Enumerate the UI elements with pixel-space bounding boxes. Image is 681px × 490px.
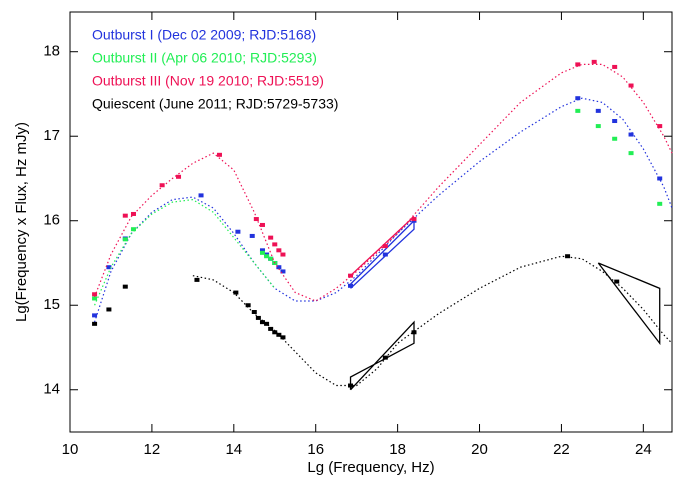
data-point: [382, 355, 388, 360]
data-point: [280, 335, 286, 340]
legend-entry: Outburst III (Nov 19 2010; RJD:5519): [92, 73, 324, 89]
fit-shape: [349, 320, 415, 391]
y-tick-label: 16: [43, 212, 60, 229]
data-point: [348, 283, 354, 288]
data-point: [92, 313, 98, 318]
x-tick-label: 16: [307, 441, 324, 458]
data-point: [259, 250, 265, 255]
data-point: [591, 59, 597, 64]
model-curve: [94, 97, 673, 323]
data-point: [348, 273, 354, 278]
data-point: [122, 284, 128, 289]
fit-shape: [350, 219, 415, 289]
data-point: [259, 320, 265, 325]
data-point: [276, 248, 282, 253]
data-point: [268, 256, 274, 261]
data-point: [268, 326, 274, 331]
fit-shape: [597, 262, 661, 346]
x-tick-label: 24: [635, 441, 652, 458]
data-point: [159, 183, 165, 188]
data-point: [130, 227, 136, 232]
data-point: [198, 193, 204, 198]
fit-shape: [350, 216, 415, 277]
y-tick-label: 15: [43, 296, 60, 313]
data-point: [122, 213, 128, 218]
data-point: [233, 290, 239, 295]
x-tick-label: 14: [225, 441, 242, 458]
legend-entry: Outburst II (Apr 06 2010; RJD:5293): [92, 50, 317, 66]
data-point: [628, 151, 634, 156]
data-point: [122, 237, 128, 242]
model-curve: [94, 63, 673, 302]
legend: Outburst I (Dec 02 2009; RJD:5168) Outbur…: [92, 27, 338, 112]
data-point: [612, 119, 618, 124]
data-point: [106, 307, 112, 312]
data-point: [216, 152, 222, 157]
data-point: [657, 124, 663, 129]
data-point: [272, 330, 278, 335]
x-tick-label: 10: [62, 441, 79, 458]
data-point: [92, 321, 98, 326]
data-point: [657, 176, 663, 181]
data-point: [411, 217, 417, 222]
data-point: [264, 321, 270, 326]
data-point: [176, 174, 182, 179]
data-point: [276, 265, 282, 270]
x-axis-label: Lg (Frequency, Hz): [307, 459, 434, 476]
data-point: [612, 136, 618, 141]
data-point: [657, 201, 663, 206]
data-point: [92, 296, 98, 301]
y-tick-label: 17: [43, 127, 60, 144]
data-point: [411, 330, 417, 335]
data-point: [565, 254, 571, 259]
x-tick-label: 20: [471, 441, 488, 458]
data-point: [628, 83, 634, 88]
model-curve: [94, 198, 276, 306]
x-tick-label: 18: [389, 441, 406, 458]
data-point: [595, 108, 601, 113]
data-point: [253, 217, 259, 222]
data-point: [251, 310, 257, 314]
data-point: [348, 383, 354, 388]
data-point: [92, 292, 98, 297]
y-axis-label: Lg(Frequency x Flux, Hz mJy): [13, 122, 30, 322]
plot-frame: [69, 11, 673, 433]
data-point: [280, 269, 286, 274]
data-point: [382, 244, 388, 249]
data-point: [575, 62, 581, 67]
data-point: [249, 233, 255, 238]
data-point: [245, 303, 251, 308]
data-point: [106, 265, 112, 270]
data-point: [612, 64, 618, 69]
data-point: [194, 277, 200, 282]
data-point: [575, 108, 581, 113]
data-point: [268, 235, 274, 240]
data-point: [595, 124, 601, 129]
y-tick-label: 18: [43, 43, 60, 60]
legend-entry: Quiescent (June 2011; RJD:5729-5733): [92, 96, 338, 112]
x-tick-label: 12: [144, 441, 161, 458]
data-point: [272, 242, 278, 247]
data-point: [235, 229, 241, 234]
x-tick-label: 22: [553, 441, 570, 458]
data-point: [575, 96, 581, 101]
data-point: [276, 332, 282, 337]
data-point: [130, 211, 136, 216]
legend-entry: Outburst I (Dec 02 2009; RJD:5168): [92, 27, 316, 43]
data-point: [255, 315, 261, 320]
data-point: [382, 252, 388, 257]
data-point: [259, 248, 265, 253]
data-point: [614, 279, 620, 284]
data-point: [628, 132, 634, 137]
data-point: [264, 254, 270, 259]
y-tick-label: 14: [43, 381, 60, 398]
data-point: [259, 222, 265, 227]
data-point: [280, 252, 286, 257]
